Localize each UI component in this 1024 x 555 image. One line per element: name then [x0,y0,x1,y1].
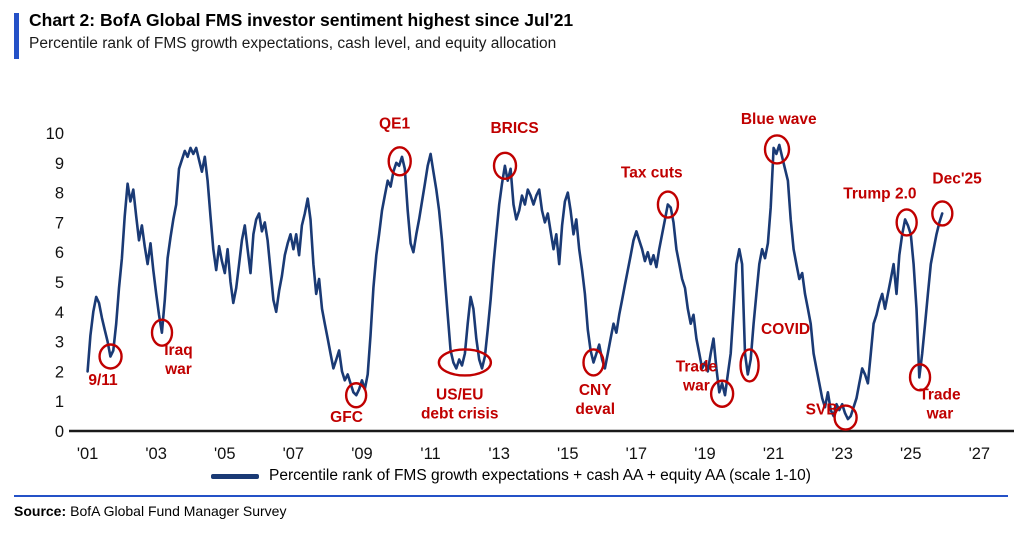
annotation-label: Blue wave [741,111,817,128]
annotation-label: QE1 [379,116,410,133]
sentiment-line-chart: '01 '03 '05 '07 '09 '11 '13 '15 '17 '19 '21 '23 '25 '… [46,111,1014,463]
annotation-circle [709,379,735,408]
annotation-circle [739,348,760,383]
chart-page: Chart 2: BofA Global FMS investor sentim… [14,10,1014,519]
y-tick-label: 7 [55,214,64,232]
annotation-circle [98,343,123,370]
annotation-label: war [164,361,192,378]
y-tick-label: 2 [55,363,64,381]
chart-title: Chart 2: BofA Global FMS investor sentim… [29,10,574,30]
x-tick-label: '05 [214,445,236,463]
x-tick-label: '09 [351,445,373,463]
y-tick-label: 1 [55,393,64,411]
title-accent-bar [14,13,19,59]
x-tick-label: '17 [626,445,648,463]
annotation-circle [437,348,493,377]
source-text: BofA Global Fund Manager Survey [70,503,287,519]
chart-legend: Percentile rank of FMS growth expectatio… [14,467,1008,485]
annotation-label: Trump 2.0 [843,186,916,203]
annotation-label: war [926,406,954,423]
annotation-label: COVID [761,321,810,338]
annotation-circle [656,190,680,219]
annotation-circle [931,200,954,227]
title-block: Chart 2: BofA Global FMS investor sentim… [29,10,573,59]
annotation-label: SVB [806,402,838,419]
x-tick-label: '19 [694,445,716,463]
annotation-circle [895,208,918,237]
annotation-label: Trade [676,358,718,375]
annotation-circle [763,134,791,165]
chart-subtitle: Percentile rank of FMS growth expectatio… [29,34,557,52]
x-tick-label: '01 [77,445,99,463]
x-tick-label: '23 [831,445,853,463]
footer-divider [14,495,1008,497]
annotation-label: Trade [919,387,961,404]
y-tick-label: 10 [46,125,64,143]
y-tick-label: 4 [55,304,64,322]
annotation-circle [833,404,858,431]
annotation-label: CNY [579,382,612,399]
y-tick-label: 3 [55,334,64,352]
y-tick-label: 9 [55,155,64,173]
x-tick-label: '11 [420,445,440,463]
annotation-circle [492,151,518,180]
annotation-label: debt crisis [421,406,499,423]
y-tick-label: 0 [55,423,64,441]
x-tick-label: '15 [557,445,579,463]
chart-header: Chart 2: BofA Global FMS investor sentim… [14,10,1008,59]
x-tick-label: '27 [969,445,991,463]
annotation-label: 9/11 [88,372,118,389]
annotation-label: Iraq [164,342,192,359]
annotation-label: Dec'25 [932,171,982,188]
x-tick-label: '07 [283,445,305,463]
annotation-label: deval [575,401,615,418]
annotation-circle [344,382,368,409]
annotation-circle [908,363,932,392]
x-tick-label: '25 [900,445,922,463]
series-line [86,143,944,421]
annotation-circle [150,318,174,347]
annotation-circle [387,146,412,177]
x-tick-label: '13 [488,445,510,463]
annotation-circle [582,348,605,377]
annotation-label: BRICS [490,120,538,137]
y-tick-label: 8 [55,185,64,203]
chart-area: '01 '03 '05 '07 '09 '11 '13 '15 '17 '19 '21 '23 '25 '… [14,63,1014,483]
legend-label: Percentile rank of FMS growth expectatio… [269,467,811,484]
y-tick-label: 6 [55,244,64,262]
annotation-label: Tax cuts [621,165,683,182]
annotation-label: US/EU [436,387,483,404]
x-tick-label: '03 [145,445,167,463]
y-tick-label: 5 [55,274,64,292]
annotation-label: GFC [330,409,363,426]
x-tick-label: '21 [763,445,785,463]
source-note: Source: BofA Global Fund Manager Survey [14,503,1008,519]
source-label: Source: [14,503,67,519]
legend-line-swatch [211,473,260,479]
annotation-label: war [682,377,710,394]
